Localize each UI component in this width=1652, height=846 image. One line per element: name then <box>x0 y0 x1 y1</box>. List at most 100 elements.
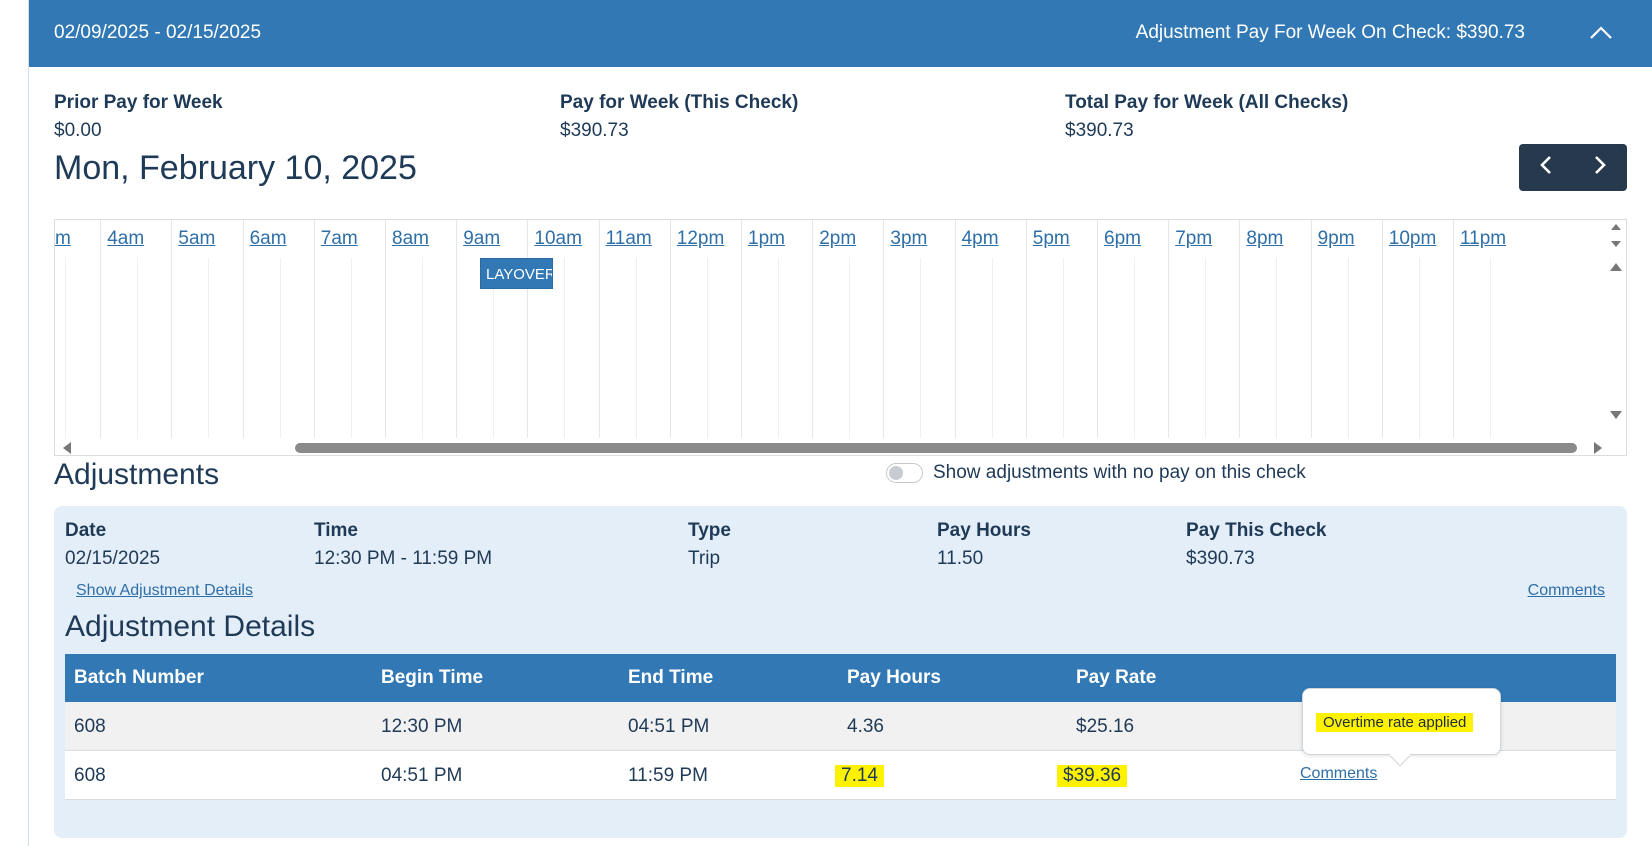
column-header: Begin Time <box>381 667 484 688</box>
half-hour-gridline <box>279 258 281 438</box>
pay-this-check-label: Pay This Check <box>1186 520 1327 541</box>
chevron-right-icon <box>1593 155 1607 180</box>
timeline-horizontal-scrollbar[interactable] <box>55 438 1608 455</box>
pay-hours-cell: 4.36 <box>847 716 884 737</box>
week-header[interactable]: 02/09/2025 - 02/15/2025 Adjustment Pay F… <box>29 0 1652 67</box>
hour-label-11pm[interactable]: 11pm <box>1460 228 1507 249</box>
hour-label-12pm[interactable]: 12pm <box>676 228 725 249</box>
hour-label-4pm[interactable]: 4pm <box>961 228 999 249</box>
half-hour-gridline <box>991 258 993 438</box>
hour-label-9am[interactable]: 9am <box>463 228 501 249</box>
pay-hours-label: Pay Hours <box>937 520 1031 541</box>
chevron-up-icon[interactable] <box>1588 22 1614 44</box>
hour-label-4am[interactable]: 4am <box>107 228 145 249</box>
adjustments-title: Adjustments <box>54 458 220 491</box>
total-pay-value: $390.73 <box>1065 120 1134 141</box>
timeline-vertical-scrollbar[interactable] <box>1606 220 1626 438</box>
adjustment-comments-link[interactable]: Comments <box>1527 582 1605 599</box>
day-navigation <box>1519 144 1627 191</box>
timeline-hour-column: 12pm <box>669 220 741 438</box>
hour-label-7am[interactable]: 7am <box>320 228 358 249</box>
end-time-cell: 04:51 PM <box>628 716 710 737</box>
prior-pay-value: $0.00 <box>54 120 102 141</box>
hour-label-5pm[interactable]: 5pm <box>1032 228 1070 249</box>
pay-hours-value: 11.50 <box>937 548 984 569</box>
timeline-hour-column: 4am <box>100 220 171 438</box>
column-header: Pay Rate <box>1076 667 1157 688</box>
hour-label-7pm[interactable]: 7pm <box>1175 228 1213 249</box>
half-hour-gridline <box>1347 258 1349 438</box>
batch-cell: 608 <box>74 765 106 786</box>
half-hour-gridline <box>1062 258 1064 438</box>
adjustment-card: Date 02/15/2025 Time 12:30 PM - 11:59 PM… <box>54 506 1627 838</box>
half-hour-gridline <box>493 258 495 438</box>
next-day-button[interactable] <box>1573 144 1627 191</box>
timeline-hour-column: 4pm <box>954 220 1026 438</box>
column-header: End Time <box>628 667 714 688</box>
half-hour-gridline <box>1134 258 1135 438</box>
half-hour-gridline <box>564 258 566 438</box>
time-value: 12:30 PM - 11:59 PM <box>314 548 493 569</box>
half-hour-gridline <box>920 258 922 438</box>
type-label: Type <box>688 520 731 541</box>
hour-label-6pm[interactable]: 6pm <box>1104 228 1141 249</box>
half-hour-gridline <box>137 258 139 438</box>
toggle-knob <box>889 466 903 480</box>
row-comments-link[interactable]: Comments <box>1300 765 1378 782</box>
day-timeline[interactable]: m 4am 5am 6am 7am 8am 9am 10am 11am 12pm 1pm 2pm 3pm… <box>54 219 1627 456</box>
timeline-hour-column: 6am <box>242 220 314 438</box>
hour-label-2pm[interactable]: 2pm <box>819 228 857 249</box>
half-hour-gridline <box>422 258 423 438</box>
column-header: Pay Hours <box>847 667 941 688</box>
timeline-hour-column: 5pm <box>1025 220 1097 438</box>
pay-rate-cell: $39.36 <box>1057 765 1128 787</box>
timeline-hour-column: 7am <box>313 220 385 438</box>
half-hour-gridline <box>350 258 352 438</box>
half-hour-gridline <box>849 258 851 438</box>
hour-label-m[interactable]: m <box>55 228 71 249</box>
column-header: Batch Number <box>74 667 204 688</box>
hour-label-5am[interactable]: 5am <box>178 228 216 249</box>
timeline-hour-column: 8am <box>385 220 456 438</box>
this-check-pay-label: Pay for Week (This Check) <box>560 92 799 113</box>
total-pay-label: Total Pay for Week (All Checks) <box>1065 92 1349 113</box>
hour-label-10pm[interactable]: 10pm <box>1388 228 1437 249</box>
timeline-hour-column: 10pm <box>1381 220 1453 438</box>
timeline-hour-column: 11pm <box>1453 220 1524 438</box>
hour-label-8pm[interactable]: 8pm <box>1246 228 1284 249</box>
half-hour-gridline <box>1276 258 1278 438</box>
previous-day-button[interactable] <box>1519 144 1573 191</box>
timeline-hour-column: m <box>55 220 100 438</box>
hour-label-3pm[interactable]: 3pm <box>890 228 928 249</box>
week-date-range: 02/09/2025 - 02/15/2025 <box>54 22 262 43</box>
no-pay-toggle[interactable] <box>886 463 923 483</box>
half-hour-gridline <box>1418 258 1420 438</box>
day-title: Mon, February 10, 2025 <box>54 149 417 187</box>
pay-rate-cell: $25.16 <box>1076 716 1135 737</box>
hour-label-8am[interactable]: 8am <box>392 228 429 249</box>
this-check-pay-value: $390.73 <box>560 120 629 141</box>
layover-event[interactable]: LAYOVER <box>480 258 553 289</box>
timeline-hour-column: 3pm <box>883 220 954 438</box>
date-label: Date <box>65 520 107 541</box>
timeline-hour-column: 8pm <box>1239 220 1310 438</box>
hour-label-10am[interactable]: 10am <box>534 228 582 249</box>
begin-time-cell: 12:30 PM <box>381 716 463 737</box>
adjustment-details-title: Adjustment Details <box>65 610 316 643</box>
timeline-hour-column: 1pm <box>741 220 812 438</box>
scrollbar-thumb[interactable] <box>295 443 1577 453</box>
no-pay-toggle-row: Show adjustments with no pay on this che… <box>886 462 1306 484</box>
half-hour-gridline <box>1490 258 1491 438</box>
tooltip-text: Overtime rate applied <box>1316 713 1474 732</box>
adjustment-details-table: Batch Number Begin Time End Time Pay Hou… <box>65 654 1616 800</box>
half-hour-gridline <box>1205 258 1207 438</box>
show-adjustment-details-link[interactable]: Show Adjustment Details <box>76 582 253 599</box>
hour-label-6am[interactable]: 6am <box>249 228 287 249</box>
pay-week-panel: 02/09/2025 - 02/15/2025 Adjustment Pay F… <box>28 0 1652 846</box>
hour-label-11am[interactable]: 11am <box>605 228 652 249</box>
end-time-cell: 11:59 PM <box>628 765 708 786</box>
begin-time-cell: 04:51 PM <box>381 765 463 786</box>
hour-label-1pm[interactable]: 1pm <box>748 228 785 249</box>
hour-label-9pm[interactable]: 9pm <box>1317 228 1355 249</box>
timeline-hour-column: 5am <box>171 220 242 438</box>
